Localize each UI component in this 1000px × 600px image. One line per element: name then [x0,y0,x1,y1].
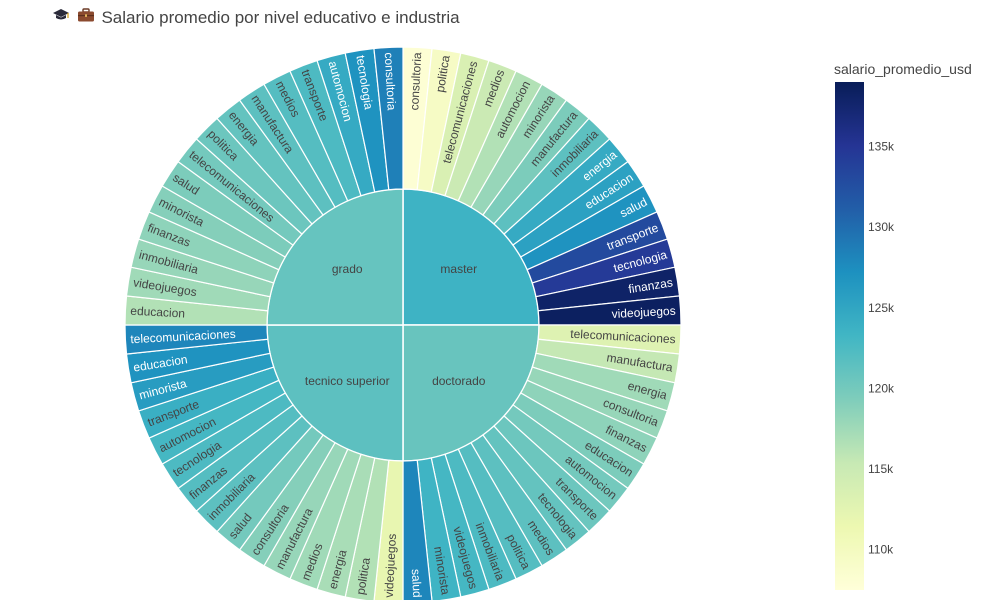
segment-label-tecnico-superior-telecomunicaciones: telecomunicaciones [130,327,236,346]
sector-label-master: master [440,262,477,276]
colorbar-title: salario_promedio_usd [834,61,972,77]
sector-label-tecnico-superior: tecnico superior [305,374,390,388]
colorbar-tick-label: 110k [868,543,894,557]
segment-label-grado-consultoria: consultoria [382,52,399,111]
chart-title-text: Salario promedio por nivel educativo e i… [101,8,460,27]
segment-label-doctorado-telecomunicaciones: telecomunicaciones [570,327,676,346]
colorbar-tick-label: 120k [868,381,895,395]
colorbar: 110k 115k 120k 125k 130k 135k [835,82,895,590]
colorbar-tick-label: 115k [868,462,894,476]
graduation-cap-icon [52,8,70,25]
colorbar-tick-label: 135k [868,140,895,154]
segment-label-master-politica: politica [433,54,453,93]
colorbar-tick-label: 130k [868,220,895,234]
chart-title: Salario promedio por nivel educativo e i… [52,8,460,28]
briefcase-icon [77,8,95,25]
segment-label-master-consultoria: consultoria [407,52,424,111]
segment-label-tecnico-superior-videojuegos: videojuegos [382,533,399,598]
sector-label-doctorado: doctorado [432,374,486,388]
sector-label-grado: grado [332,262,363,276]
segment-label-doctorado-salud: salud [409,569,424,598]
segment-label-master-finanzas: finanzas [627,275,673,296]
colorbar-gradient [835,82,864,590]
segment-label-tecnico-superior-politica: politica [353,556,373,595]
segment-label-master-videojuegos: videojuegos [611,304,676,321]
colorbar-tick-label: 125k [868,301,895,315]
segment-label-grado-educacion: educacion [130,304,185,321]
sunburst-rings: master consultoria politica telecomunicacio… [124,46,682,600]
segment-grado-consultoria[interactable] [373,46,404,191]
